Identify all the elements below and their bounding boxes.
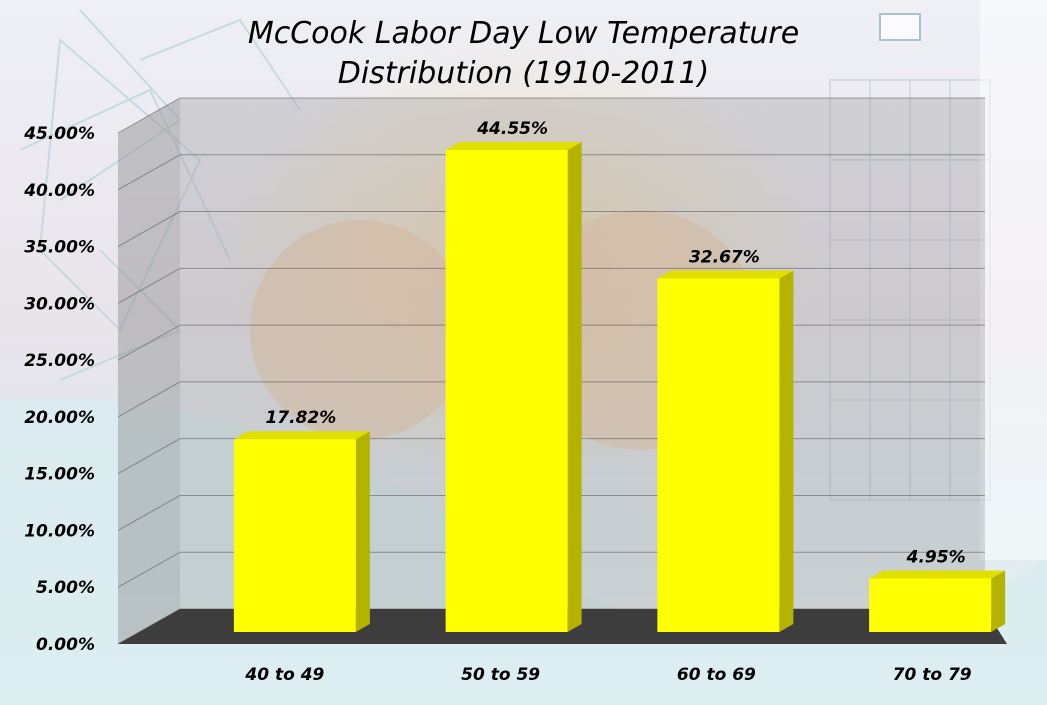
bars — [233, 142, 1006, 632]
bar-top — [445, 142, 582, 150]
gridline — [117, 211, 985, 247]
y-tick-label: 45.00% — [23, 124, 95, 144]
gridline — [117, 154, 985, 191]
x-axis-categories: 40 to 49 50 to 59 60 to 69 70 to 79 — [244, 665, 971, 685]
y-tick-label: 10.00% — [24, 521, 95, 541]
x-category-label: 40 to 49 — [244, 665, 324, 685]
bar-top — [657, 270, 794, 279]
bar-side — [991, 570, 1006, 632]
chart-title: McCook Labor Day Low Temperature — [247, 16, 800, 51]
data-label: 17.82% — [265, 408, 336, 428]
bar — [445, 150, 568, 632]
y-tick-label: 0.00% — [36, 635, 95, 655]
bar-side — [567, 142, 582, 632]
bar — [233, 439, 356, 632]
x-category-label: 50 to 59 — [461, 665, 540, 685]
y-tick-label: 25.00% — [24, 351, 95, 371]
bar-side — [355, 431, 370, 632]
bar — [869, 578, 992, 632]
x-category-label: 60 to 69 — [677, 665, 756, 685]
x-category-label: 70 to 79 — [893, 665, 972, 685]
side-wall — [118, 98, 180, 644]
bar-top — [233, 431, 370, 440]
gridline — [117, 267, 985, 304]
data-label: 44.55% — [476, 119, 548, 139]
y-tick-label: 5.00% — [36, 578, 95, 598]
bar-top — [869, 570, 1006, 579]
y-tick-label: 15.00% — [24, 465, 95, 485]
bar-side — [779, 270, 794, 632]
data-labels: 17.82% 44.55% 32.67% 4.95% — [265, 119, 965, 567]
data-label: 32.67% — [689, 248, 760, 268]
chart-subtitle: Distribution (1910-2011) — [337, 56, 710, 91]
y-tick-label: 20.00% — [24, 408, 95, 428]
gridline — [117, 97, 985, 134]
y-tick-label: 35.00% — [24, 238, 95, 258]
y-axis-ticks: 0.00% 5.00% 10.00% 15.00% 20.00% 25.00% 30.00%… — [23, 124, 95, 655]
y-tick-label: 40.00% — [23, 181, 95, 201]
data-label: 4.95% — [906, 547, 966, 567]
bar — [657, 278, 780, 632]
chart-title-block: McCook Labor Day Low Temperature Distrib… — [0, 14, 1047, 94]
y-tick-label: 30.00% — [24, 294, 95, 314]
